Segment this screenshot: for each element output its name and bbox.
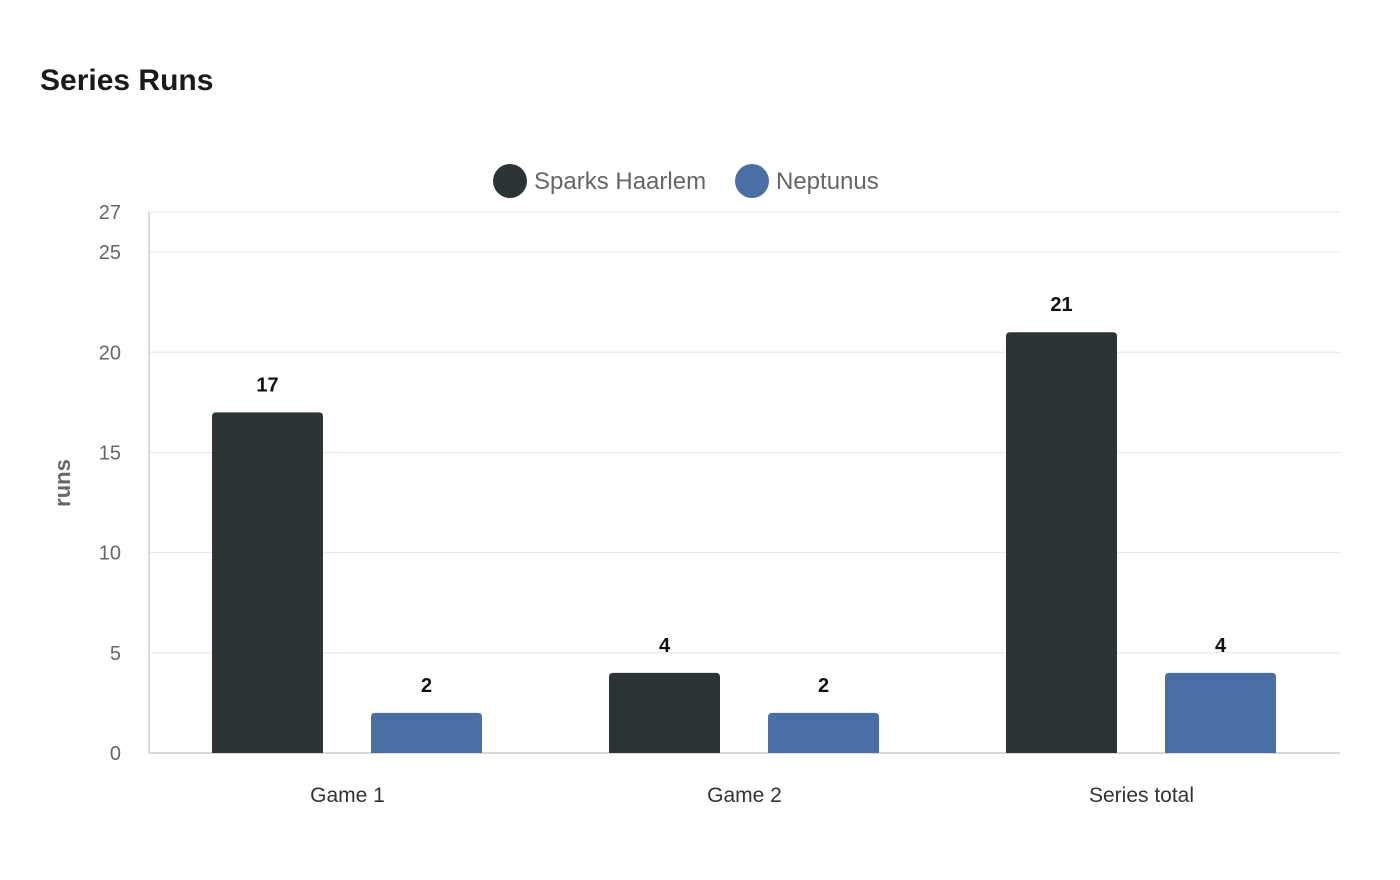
data-label-sparks-haarlem-game-2: 4 xyxy=(659,635,671,657)
legend-item-sparks-haarlem[interactable]: Sparks Haarlem xyxy=(493,164,706,198)
y-tick-label: 25 xyxy=(99,242,121,264)
y-tick-label: 10 xyxy=(99,543,121,565)
data-label-sparks-haarlem-series-total: 21 xyxy=(1050,294,1072,316)
bar-neptunus-series-total[interactable] xyxy=(1165,672,1276,753)
x-tick-label-game-1: Game 1 xyxy=(310,784,385,807)
legend-item-neptunus[interactable]: Neptunus xyxy=(735,164,879,198)
data-labels: 17 2 4 2 21 4 xyxy=(256,294,1227,697)
data-label-sparks-haarlem-game-1: 17 xyxy=(256,374,278,396)
data-label-neptunus-series-total: 4 xyxy=(1215,635,1227,657)
y-tick-label: 15 xyxy=(99,442,121,464)
legend: Sparks Haarlem Neptunus xyxy=(493,164,879,198)
data-label-neptunus-game-2: 2 xyxy=(818,675,829,697)
bars xyxy=(212,332,1276,753)
bar-sparks-haarlem-series-total[interactable] xyxy=(1006,332,1117,753)
x-tick-label-game-2: Game 2 xyxy=(707,784,782,807)
y-axis-ticks: 0 5 10 15 20 25 27 xyxy=(99,202,121,765)
y-tick-label: 0 xyxy=(110,743,121,765)
y-tick-label: 20 xyxy=(99,342,121,364)
legend-label-sparks-haarlem: Sparks Haarlem xyxy=(534,168,706,195)
legend-swatch-sparks-haarlem xyxy=(493,164,527,198)
grid-lines xyxy=(149,211,1340,654)
legend-label-neptunus: Neptunus xyxy=(776,168,879,195)
x-axis-ticks: Game 1 Game 2 Series total xyxy=(310,784,1194,807)
bar-neptunus-game-2[interactable] xyxy=(768,712,879,753)
chart-title: Series Runs xyxy=(40,64,213,97)
data-label-neptunus-game-1: 2 xyxy=(421,675,432,697)
y-axis-label: runs xyxy=(50,459,75,507)
y-tick-label: 5 xyxy=(110,643,121,665)
bar-sparks-haarlem-game-2[interactable] xyxy=(609,672,720,753)
y-tick-label: 27 xyxy=(99,202,121,224)
bar-sparks-haarlem-game-1[interactable] xyxy=(212,412,323,753)
legend-swatch-neptunus xyxy=(735,164,769,198)
bar-neptunus-game-1[interactable] xyxy=(371,712,482,753)
x-tick-label-series-total: Series total xyxy=(1089,784,1194,807)
